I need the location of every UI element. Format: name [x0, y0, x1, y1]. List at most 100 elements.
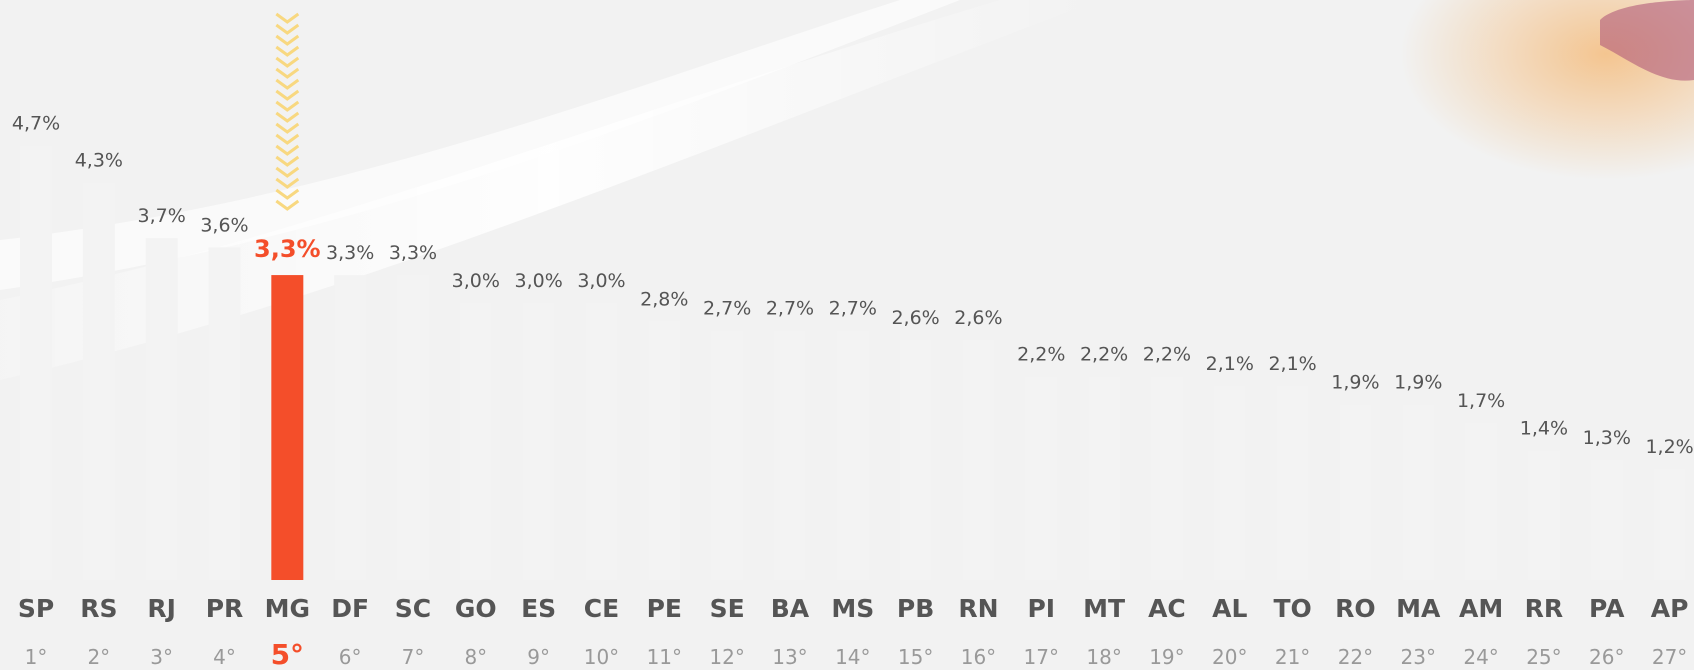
rank-label: 25°	[1526, 645, 1561, 669]
bar	[145, 238, 178, 580]
chevron	[275, 100, 300, 112]
chevron	[275, 166, 300, 178]
category-label: BA	[771, 594, 810, 623]
category-label: SC	[395, 594, 431, 623]
category-label: AP	[1651, 594, 1689, 623]
rank-label: 3°	[150, 645, 173, 669]
value-label: 1,9%	[1331, 371, 1379, 393]
category-label: PR	[206, 594, 244, 623]
category-label: SE	[710, 594, 745, 623]
chevron	[275, 177, 300, 189]
category-label: MT	[1083, 594, 1125, 623]
chevron	[275, 144, 300, 156]
value-label: 1,2%	[1645, 436, 1693, 458]
bar	[20, 145, 52, 580]
value-label: 2,1%	[1268, 353, 1316, 375]
category-label: MG	[265, 594, 310, 623]
value-label: 4,3%	[75, 150, 123, 172]
category-label: RJ	[147, 594, 176, 623]
bar	[1339, 404, 1372, 580]
bar	[1590, 459, 1623, 580]
chevrons	[275, 12, 300, 211]
bar	[459, 302, 492, 580]
bar	[208, 247, 241, 581]
category-label: MS	[831, 594, 874, 623]
category-label: DF	[331, 594, 369, 623]
bar	[648, 321, 681, 580]
value-label: 2,7%	[829, 298, 877, 320]
chevron	[275, 155, 300, 167]
value-label: 3,0%	[514, 270, 562, 292]
category-label: PB	[897, 594, 934, 623]
category-label: RR	[1525, 594, 1564, 623]
value-label: 1,4%	[1520, 418, 1568, 440]
rank-label: 11°	[647, 645, 682, 669]
rank-label: 27°	[1652, 645, 1687, 669]
rank-label: 10°	[584, 645, 619, 669]
rank-label: 14°	[835, 645, 870, 669]
value-label: 2,7%	[766, 298, 814, 320]
value-label: 1,9%	[1394, 371, 1442, 393]
category-label: AM	[1459, 594, 1503, 623]
value-label: 2,2%	[1080, 344, 1128, 366]
value-label: 2,7%	[703, 298, 751, 320]
bar	[899, 339, 932, 580]
value-label: 2,1%	[1206, 353, 1254, 375]
rank-label: 21°	[1275, 645, 1310, 669]
rank-label: 6°	[339, 645, 362, 669]
bar	[82, 182, 115, 580]
map-decoration	[1600, 0, 1694, 81]
chevron	[275, 111, 300, 123]
category-label: CE	[584, 594, 619, 623]
category-label: RO	[1335, 594, 1376, 623]
bar	[522, 302, 555, 580]
category-label: AL	[1212, 594, 1247, 623]
chevron	[275, 188, 300, 200]
category-label: PA	[1589, 594, 1625, 623]
rank-label: 12°	[709, 645, 744, 669]
background-swoosh	[0, 0, 960, 290]
bar	[271, 275, 304, 580]
rank-label: 9°	[527, 645, 550, 669]
chevron	[275, 12, 300, 24]
category-label: RS	[80, 594, 117, 623]
rank-label: 7°	[402, 645, 425, 669]
value-label: 2,6%	[891, 307, 939, 329]
bar	[585, 302, 618, 580]
rank-label: 17°	[1024, 645, 1059, 669]
value-label: 3,7%	[138, 205, 186, 227]
value-label: 3,0%	[452, 270, 500, 292]
rank-label: 20°	[1212, 645, 1247, 669]
bar	[962, 339, 995, 580]
bar	[1653, 469, 1686, 580]
value-label: 2,2%	[1017, 344, 1065, 366]
value-label: 4,7%	[12, 113, 60, 135]
chevron	[275, 89, 300, 101]
chevron	[275, 34, 300, 46]
category-label: PI	[1027, 594, 1055, 623]
value-label: 2,2%	[1143, 344, 1191, 366]
rank-label: 22°	[1338, 645, 1373, 669]
chevron	[275, 56, 300, 68]
category-label: PE	[647, 594, 682, 623]
rank-label: 16°	[961, 645, 996, 669]
category-label: MA	[1396, 594, 1441, 623]
rank-label: 1°	[25, 645, 48, 669]
value-label: 2,6%	[954, 307, 1002, 329]
value-label: 1,3%	[1583, 427, 1631, 449]
chevron	[275, 23, 300, 35]
bar	[396, 275, 429, 580]
category-label: RN	[958, 594, 998, 623]
rank-label: 5°	[271, 638, 304, 670]
bar	[1402, 404, 1435, 580]
bar	[836, 330, 869, 580]
category-label: ES	[521, 594, 556, 623]
value-label: 3,0%	[577, 270, 625, 292]
rank-label: 13°	[772, 645, 807, 669]
chevron	[275, 199, 300, 211]
rank-label: 18°	[1086, 645, 1121, 669]
category-label: AC	[1148, 594, 1186, 623]
bar	[773, 330, 806, 580]
